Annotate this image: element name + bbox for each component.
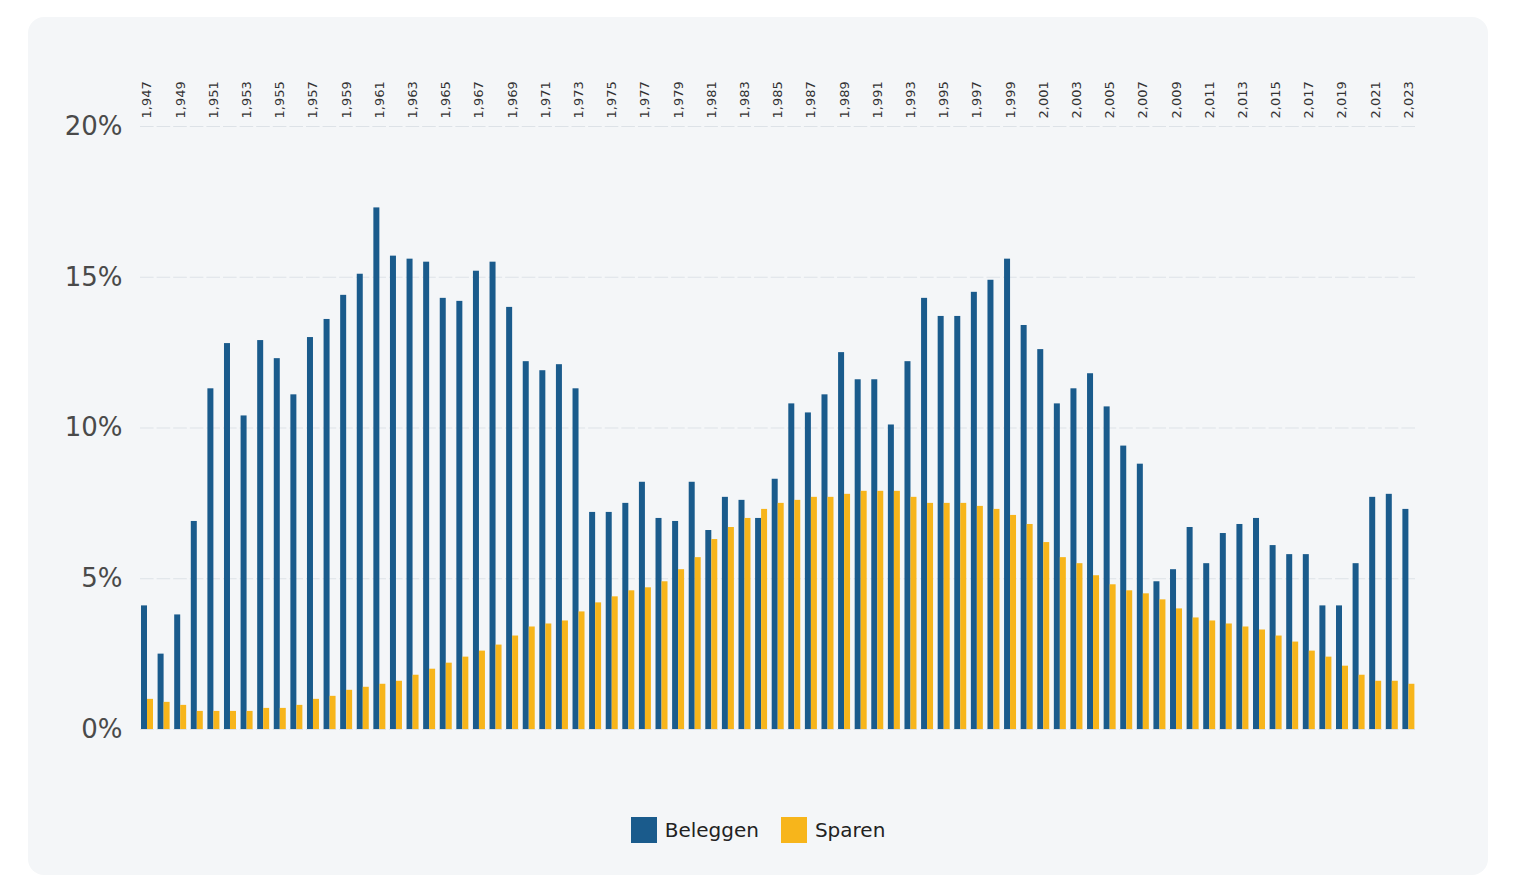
svg-text:2,003: 2,003	[1069, 81, 1084, 118]
svg-text:1,967: 1,967	[471, 81, 486, 118]
svg-text:1,965: 1,965	[438, 81, 453, 118]
svg-text:1,963: 1,963	[405, 81, 420, 118]
svg-text:2,007: 2,007	[1135, 81, 1150, 118]
svg-text:1,971: 1,971	[538, 81, 553, 118]
svg-text:1,949: 1,949	[173, 81, 188, 118]
svg-text:2,011: 2,011	[1202, 81, 1217, 118]
svg-text:1,991: 1,991	[870, 81, 885, 118]
svg-text:1,983: 1,983	[737, 81, 752, 118]
svg-text:2,021: 2,021	[1368, 81, 1383, 118]
svg-text:5%: 5%	[81, 563, 122, 593]
svg-text:2,001: 2,001	[1036, 81, 1051, 118]
svg-text:1,969: 1,969	[505, 81, 520, 118]
svg-text:1,989: 1,989	[837, 81, 852, 118]
svg-text:1,947: 1,947	[139, 81, 154, 118]
svg-text:1,997: 1,997	[969, 81, 984, 118]
svg-text:2,019: 2,019	[1334, 81, 1349, 118]
svg-text:2,017: 2,017	[1301, 81, 1316, 118]
svg-text:10%: 10%	[65, 412, 123, 442]
svg-text:1,975: 1,975	[604, 81, 619, 118]
svg-text:15%: 15%	[65, 262, 123, 292]
html-text:Sparen: Sparen	[814, 818, 886, 842]
svg-text:1,951: 1,951	[206, 81, 221, 118]
svg-text:1,959: 1,959	[339, 81, 354, 118]
svg-text:1,985: 1,985	[770, 81, 785, 118]
svg-text:1,955: 1,955	[272, 81, 287, 118]
svg-text:2,009: 2,009	[1168, 81, 1183, 118]
svg-text:1,953: 1,953	[239, 81, 254, 118]
svg-text:1,961: 1,961	[372, 81, 387, 118]
svg-text:2,013: 2,013	[1235, 81, 1250, 118]
svg-text:2,005: 2,005	[1102, 81, 1117, 118]
svg-text:1,995: 1,995	[936, 81, 951, 118]
svg-text:1,957: 1,957	[305, 81, 320, 118]
svg-text:1,977: 1,977	[637, 81, 652, 118]
svg-text:1,973: 1,973	[571, 81, 586, 118]
svg-text:1,987: 1,987	[803, 81, 818, 118]
svg-text:1,981: 1,981	[704, 81, 719, 118]
svg-text:0%: 0%	[81, 714, 122, 744]
svg-text:2,023: 2,023	[1401, 81, 1416, 118]
svg-text:2,015: 2,015	[1268, 81, 1283, 118]
svg-text:1,979: 1,979	[671, 81, 686, 118]
html-text:Beleggen: Beleggen	[664, 818, 759, 842]
svg-text:1,999: 1,999	[1003, 81, 1018, 118]
svg-text:1,993: 1,993	[903, 81, 918, 118]
svg-text:20%: 20%	[65, 111, 123, 141]
